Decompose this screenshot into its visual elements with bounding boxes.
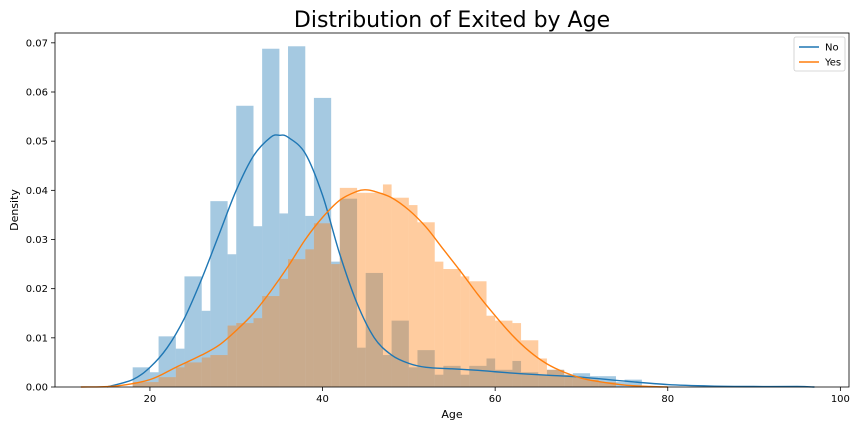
hist-bar-no-4 bbox=[184, 276, 202, 387]
hist-bar-yes-35 bbox=[598, 382, 616, 387]
histogram-yes bbox=[132, 184, 616, 387]
hist-bar-no-24 bbox=[443, 365, 461, 387]
hist-bar-yes-22 bbox=[434, 261, 444, 387]
hist-bar-no-35 bbox=[590, 376, 599, 387]
ticks: 20 40 60 80 100 0.00 0.01 0.02 0.03 0.04 0.05 0.06 0… bbox=[26, 38, 850, 405]
hist-bar-no-23 bbox=[434, 374, 444, 387]
hist-bar-yes-27 bbox=[495, 320, 513, 387]
hist-bar-yes-4 bbox=[201, 357, 211, 387]
y-tick-label-4: 0.04 bbox=[26, 186, 48, 197]
plot-frame bbox=[54, 32, 850, 388]
hist-bar-no-25 bbox=[460, 374, 470, 387]
hist-bar-no-8 bbox=[236, 105, 254, 388]
hist-bar-yes-30 bbox=[538, 358, 547, 387]
y-tick-label-0: 0.00 bbox=[26, 383, 48, 394]
hist-bar-no-7 bbox=[227, 254, 237, 387]
hist-bar-yes-10 bbox=[279, 278, 289, 387]
x-tick-label-2: 60 bbox=[489, 394, 502, 405]
hist-bar-no-3 bbox=[175, 348, 185, 387]
hist-bar-no-27 bbox=[486, 358, 496, 387]
hist-bar-yes-2 bbox=[175, 367, 185, 387]
hist-bar-no-19 bbox=[382, 355, 392, 387]
legend-label-yes: Yes bbox=[824, 58, 841, 69]
legend: No Yes bbox=[793, 36, 846, 72]
hist-bar-yes-34 bbox=[590, 379, 599, 387]
hist-bar-yes-1 bbox=[158, 377, 176, 387]
hist-bar-yes-19 bbox=[391, 197, 409, 387]
hist-bar-yes-0 bbox=[132, 382, 159, 387]
hist-bar-no-12 bbox=[288, 46, 306, 388]
hist-bar-no-31 bbox=[538, 374, 547, 387]
hist-bar-no-0 bbox=[132, 367, 150, 387]
hist-bar-yes-11 bbox=[288, 259, 306, 387]
x-tick-label-0: 20 bbox=[144, 394, 157, 405]
hist-bar-yes-16 bbox=[357, 192, 366, 387]
y-tick-label-6: 0.06 bbox=[26, 88, 48, 99]
hist-bar-yes-31 bbox=[546, 369, 565, 387]
hist-bar-yes-21 bbox=[417, 222, 435, 387]
kde-lines bbox=[80, 134, 815, 388]
hist-bar-yes-17 bbox=[365, 192, 383, 387]
hist-bar-no-13 bbox=[305, 215, 314, 387]
hist-bar-yes-26 bbox=[486, 315, 496, 387]
hist-bar-no-9 bbox=[253, 226, 263, 387]
axes bbox=[54, 32, 850, 388]
x-tick-label-1: 40 bbox=[316, 394, 329, 405]
hist-bar-no-16 bbox=[339, 198, 358, 387]
hist-bar-yes-9 bbox=[262, 296, 280, 387]
hist-bar-yes-7 bbox=[236, 323, 254, 387]
hist-bar-yes-33 bbox=[572, 377, 591, 387]
hist-bar-no-33 bbox=[564, 374, 573, 387]
kde-line-no bbox=[106, 134, 815, 388]
hist-bar-yes-13 bbox=[313, 223, 332, 387]
hist-bar-yes-20 bbox=[408, 205, 418, 387]
y-axis-label: Density bbox=[8, 189, 21, 231]
hist-bar-no-5 bbox=[201, 310, 211, 387]
hist-bar-no-22 bbox=[417, 350, 435, 387]
x-tick-label-3: 80 bbox=[661, 394, 674, 405]
hist-bar-no-36 bbox=[598, 376, 616, 387]
hist-bar-yes-25 bbox=[469, 281, 487, 387]
hist-bar-yes-5 bbox=[210, 355, 228, 387]
y-tick-label-3: 0.03 bbox=[26, 235, 48, 246]
histogram-no bbox=[132, 46, 642, 388]
hist-bar-no-32 bbox=[546, 369, 565, 387]
legend-label-no: No bbox=[825, 43, 839, 54]
hist-bar-no-30 bbox=[521, 372, 539, 387]
hist-bar-yes-15 bbox=[339, 187, 358, 387]
hist-bar-yes-23 bbox=[443, 269, 461, 387]
hist-bar-yes-12 bbox=[305, 249, 314, 387]
hist-bar-yes-32 bbox=[564, 374, 573, 387]
hist-bar-no-20 bbox=[391, 320, 409, 387]
hist-bar-no-18 bbox=[365, 272, 383, 387]
hist-bar-yes-6 bbox=[227, 325, 237, 387]
hist-bar-no-11 bbox=[279, 213, 289, 387]
hist-bar-no-14 bbox=[313, 97, 332, 388]
hist-bar-yes-14 bbox=[331, 264, 340, 387]
hist-bar-yes-24 bbox=[460, 276, 470, 387]
hist-bar-no-17 bbox=[357, 347, 366, 387]
hist-bar-yes-28 bbox=[512, 323, 522, 387]
y-tick-label-5: 0.05 bbox=[26, 137, 48, 148]
hist-bar-yes-29 bbox=[521, 340, 539, 387]
y-tick-label-2: 0.02 bbox=[26, 284, 48, 295]
hist-bar-no-28 bbox=[495, 369, 513, 387]
hist-bar-yes-18 bbox=[382, 184, 392, 387]
hist-bar-yes-8 bbox=[253, 318, 263, 387]
hist-bar-no-10 bbox=[262, 48, 280, 387]
kde-line-yes bbox=[80, 189, 668, 388]
hist-bar-no-15 bbox=[331, 261, 340, 387]
hist-bar-no-1 bbox=[149, 372, 159, 387]
chart-title: Distribution of Exited by Age bbox=[294, 8, 610, 33]
x-axis-label: Age bbox=[441, 408, 463, 421]
hist-bar-no-38 bbox=[624, 379, 642, 387]
y-tick-label-1: 0.01 bbox=[26, 333, 48, 344]
hist-bar-no-21 bbox=[408, 367, 418, 387]
hist-bar-yes-3 bbox=[184, 362, 202, 387]
x-tick-label-4: 100 bbox=[831, 394, 850, 405]
y-tick-label-7: 0.07 bbox=[26, 38, 48, 49]
